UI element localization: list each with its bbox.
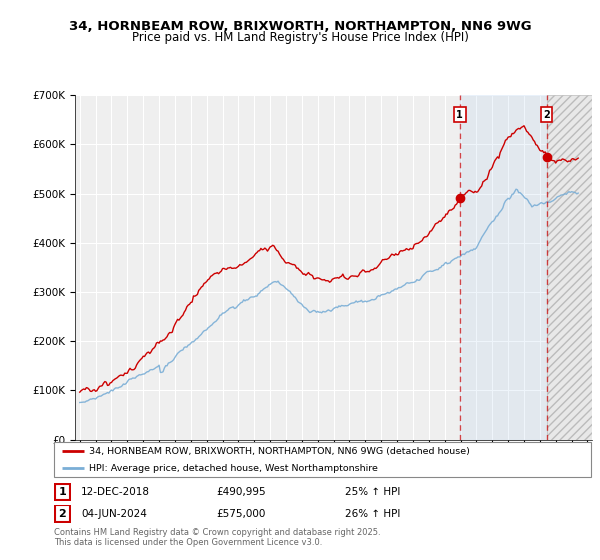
Bar [547,95,592,440]
Text: 12-DEC-2018: 12-DEC-2018 [81,487,150,497]
Bar [460,95,547,440]
Text: 34, HORNBEAM ROW, BRIXWORTH, NORTHAMPTON, NN6 9WG (detached house): 34, HORNBEAM ROW, BRIXWORTH, NORTHAMPTON… [89,446,470,456]
Text: Contains HM Land Registry data © Crown copyright and database right 2025.
This d: Contains HM Land Registry data © Crown c… [54,528,380,547]
Text: 2: 2 [543,110,550,120]
Text: £575,000: £575,000 [216,509,265,519]
Text: Price paid vs. HM Land Registry's House Price Index (HPI): Price paid vs. HM Land Registry's House … [131,31,469,44]
Text: 25% ↑ HPI: 25% ↑ HPI [345,487,400,497]
FancyBboxPatch shape [54,442,591,477]
Text: £490,995: £490,995 [216,487,266,497]
Text: 1: 1 [457,110,463,120]
Text: 26% ↑ HPI: 26% ↑ HPI [345,509,400,519]
Text: 1: 1 [59,487,66,497]
Text: 34, HORNBEAM ROW, BRIXWORTH, NORTHAMPTON, NN6 9WG: 34, HORNBEAM ROW, BRIXWORTH, NORTHAMPTON… [68,20,532,33]
Text: HPI: Average price, detached house, West Northamptonshire: HPI: Average price, detached house, West… [89,464,378,473]
Text: 2: 2 [59,509,66,519]
Text: 04-JUN-2024: 04-JUN-2024 [81,509,147,519]
